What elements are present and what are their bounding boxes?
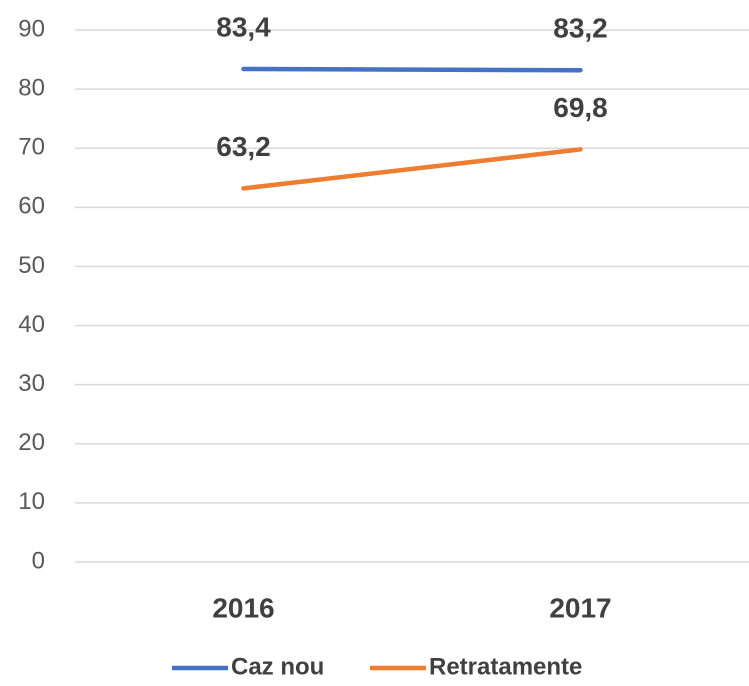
y-tick-label: 30 [18, 370, 45, 397]
y-tick-label: 90 [18, 15, 45, 42]
y-tick-label: 80 [18, 74, 45, 101]
legend-label: Caz nou [231, 653, 324, 680]
y-tick-label: 50 [18, 252, 45, 279]
y-tick-label: 10 [18, 488, 45, 515]
data-label: 83,4 [216, 11, 271, 42]
y-tick-label: 60 [18, 193, 45, 220]
y-tick-label: 40 [18, 311, 45, 338]
y-tick-label: 20 [18, 429, 45, 456]
series-line [241, 66, 583, 73]
y-tick-label: 0 [32, 547, 45, 574]
legend-label: Retratamente [429, 653, 582, 680]
data-label: 69,8 [553, 92, 608, 123]
x-tick-label: 2016 [212, 592, 274, 623]
x-tick-label: 2017 [549, 592, 611, 623]
series-line [241, 147, 583, 191]
data-label: 83,2 [553, 13, 608, 44]
data-label: 63,2 [216, 131, 271, 162]
y-tick-label: 70 [18, 134, 45, 161]
